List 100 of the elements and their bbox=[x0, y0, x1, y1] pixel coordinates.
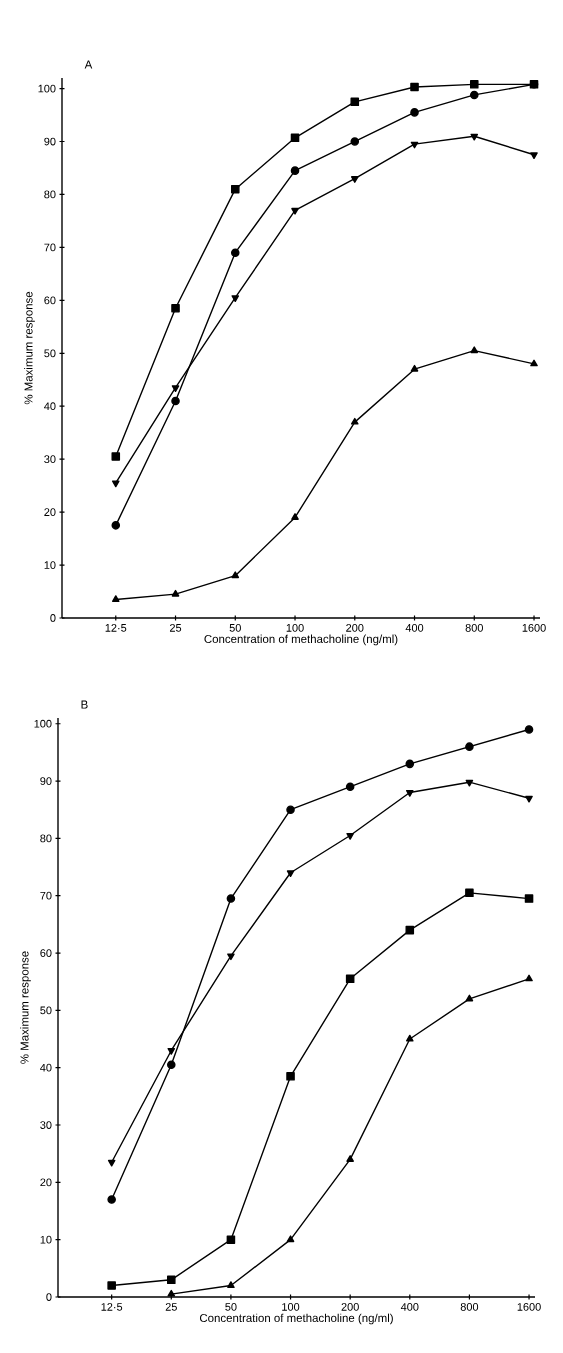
point bbox=[405, 790, 414, 797]
point bbox=[107, 1281, 116, 1290]
y-tick-label: 90 bbox=[40, 777, 52, 785]
point bbox=[350, 417, 359, 425]
point bbox=[290, 133, 300, 143]
point bbox=[405, 925, 415, 935]
point bbox=[410, 108, 419, 117]
point bbox=[111, 452, 121, 461]
y-tick-label: 30 bbox=[44, 455, 56, 464]
x-tick-label: 25 bbox=[165, 1303, 177, 1311]
point bbox=[107, 1159, 116, 1167]
y-tick-label: 0 bbox=[50, 614, 56, 622]
point bbox=[227, 953, 235, 961]
y-tick-label: 40 bbox=[44, 402, 56, 411]
point bbox=[405, 759, 415, 769]
point bbox=[525, 974, 533, 982]
chart-title: A bbox=[84, 60, 93, 69]
x-tick-label: 50 bbox=[229, 624, 241, 632]
x-tick-label: 12·5 bbox=[101, 1303, 123, 1311]
point bbox=[171, 589, 180, 597]
point bbox=[346, 833, 354, 840]
point bbox=[469, 90, 479, 100]
x-axis-title: Concentration of methacholine (ng/ml) bbox=[199, 1313, 393, 1325]
y-axis-title: % Maximum response bbox=[24, 291, 35, 405]
point bbox=[226, 894, 236, 903]
point bbox=[226, 1235, 236, 1244]
point bbox=[530, 152, 538, 160]
x-tick-label: 200 bbox=[346, 624, 364, 632]
x-tick-label: 1600 bbox=[522, 624, 546, 632]
point bbox=[231, 571, 240, 579]
point bbox=[107, 1195, 116, 1204]
point bbox=[171, 304, 180, 313]
point bbox=[286, 805, 295, 814]
y-tick-label: 70 bbox=[40, 891, 52, 900]
point bbox=[524, 725, 534, 734]
y-tick-label: 40 bbox=[40, 1063, 52, 1072]
x-tick-label: 200 bbox=[341, 1303, 359, 1311]
point bbox=[410, 364, 419, 372]
point bbox=[465, 888, 474, 898]
y-tick-label: 10 bbox=[44, 561, 56, 569]
y-tick-label: 20 bbox=[40, 1178, 52, 1187]
point bbox=[530, 359, 538, 367]
x-tick-label: 400 bbox=[400, 1303, 419, 1311]
point bbox=[410, 141, 419, 149]
point bbox=[291, 513, 299, 520]
x-tick-label: 1600 bbox=[517, 1303, 541, 1311]
point bbox=[350, 176, 359, 183]
point bbox=[291, 207, 299, 215]
x-tick-label: 12·5 bbox=[105, 624, 127, 632]
point bbox=[167, 1275, 176, 1285]
point bbox=[111, 480, 120, 488]
point bbox=[286, 1235, 295, 1243]
point bbox=[290, 166, 300, 175]
point bbox=[465, 779, 474, 787]
point bbox=[410, 82, 419, 92]
y-tick-label: 80 bbox=[40, 834, 52, 843]
point bbox=[345, 782, 355, 792]
point bbox=[286, 1072, 295, 1081]
point bbox=[525, 795, 533, 803]
y-tick-label: 100 bbox=[38, 84, 56, 93]
point bbox=[111, 595, 120, 602]
y-tick-label: 80 bbox=[44, 190, 56, 199]
x-tick-label: 50 bbox=[225, 1303, 237, 1311]
point bbox=[227, 1281, 235, 1289]
point bbox=[231, 295, 240, 302]
chart-title: B bbox=[81, 700, 88, 709]
y-tick-label: 50 bbox=[44, 349, 56, 358]
y-axis-title: % Maximum response bbox=[20, 951, 31, 1064]
point bbox=[465, 742, 474, 751]
y-tick-label: 90 bbox=[44, 137, 56, 146]
point bbox=[111, 521, 121, 530]
point bbox=[171, 385, 180, 392]
y-tick-label: 10 bbox=[40, 1235, 52, 1244]
x-tick-label: 100 bbox=[286, 624, 304, 632]
x-tick-label: 100 bbox=[282, 1303, 300, 1311]
x-axis-title: Concentration of methacholine (ng/ml) bbox=[204, 634, 398, 646]
point bbox=[346, 1155, 354, 1162]
x-tick-label: 25 bbox=[169, 624, 182, 632]
point bbox=[350, 137, 360, 146]
point bbox=[405, 1034, 414, 1042]
x-tick-label: 800 bbox=[460, 1303, 479, 1311]
y-tick-label: 50 bbox=[40, 1006, 52, 1015]
point bbox=[167, 1048, 176, 1055]
y-tick-label: 100 bbox=[34, 719, 52, 728]
point bbox=[470, 346, 479, 354]
y-tick-label: 30 bbox=[40, 1121, 52, 1129]
point bbox=[470, 133, 479, 141]
y-tick-label: 70 bbox=[44, 243, 56, 252]
y-tick-label: 20 bbox=[44, 508, 56, 516]
point bbox=[230, 184, 240, 194]
y-tick-label: 60 bbox=[44, 296, 56, 305]
point bbox=[171, 396, 180, 406]
y-tick-label: 0 bbox=[46, 1293, 52, 1301]
point bbox=[350, 97, 360, 107]
point bbox=[286, 870, 295, 878]
point bbox=[469, 80, 479, 89]
point bbox=[465, 994, 474, 1002]
y-tick-label: 60 bbox=[40, 949, 52, 957]
point bbox=[167, 1289, 176, 1297]
point bbox=[345, 974, 355, 984]
